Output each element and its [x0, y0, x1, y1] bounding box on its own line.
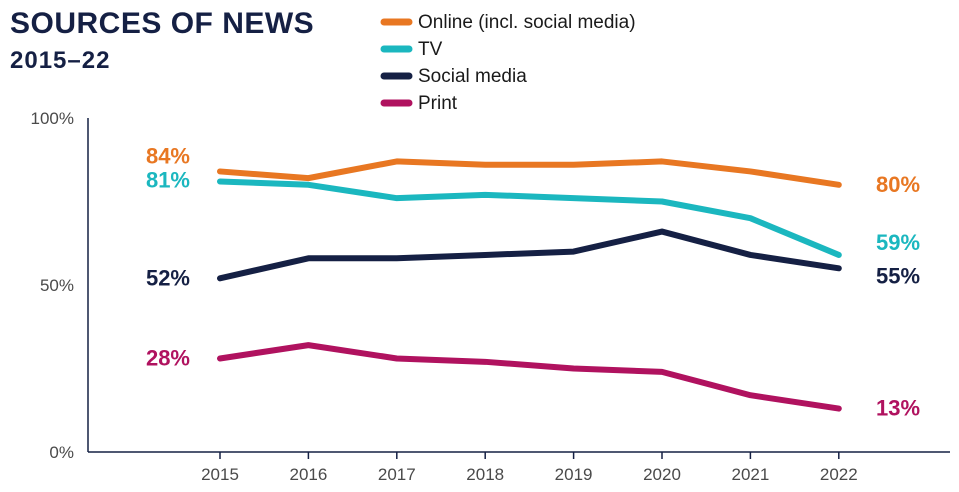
x-tick-label: 2015	[201, 465, 239, 484]
start-data-label: 52%	[146, 265, 190, 290]
y-tick-label: 50%	[40, 276, 74, 295]
start-data-label: 84%	[146, 143, 190, 168]
x-tick-label: 2016	[289, 465, 327, 484]
legend-label: Social media	[418, 66, 527, 87]
series-line	[217, 178, 842, 258]
x-tick-label: 2018	[466, 465, 504, 484]
y-tick-label: 0%	[49, 443, 74, 462]
end-data-label: 55%	[876, 263, 920, 288]
end-data-label: 13%	[876, 396, 920, 421]
legend-label: TV	[418, 39, 443, 60]
y-tick-label: 100%	[31, 109, 74, 128]
legend-label: Print	[418, 93, 458, 114]
x-tick-label: 2019	[555, 465, 593, 484]
chart-title: SOURCES OF NEWS	[10, 7, 315, 40]
series-line	[217, 228, 842, 282]
start-data-label: 28%	[146, 345, 190, 370]
series-line	[217, 342, 842, 412]
chart-subtitle: 2015–22	[10, 47, 111, 74]
x-tick-label: 2020	[643, 465, 681, 484]
x-tick-label: 2017	[378, 465, 416, 484]
x-tick-label: 2021	[731, 465, 769, 484]
end-data-label: 59%	[876, 230, 920, 255]
legend-label: Online (incl. social media)	[418, 12, 636, 33]
x-tick-label: 2022	[820, 465, 858, 484]
series-line	[217, 158, 842, 188]
start-data-label: 81%	[146, 167, 190, 192]
end-data-label: 80%	[876, 172, 920, 197]
